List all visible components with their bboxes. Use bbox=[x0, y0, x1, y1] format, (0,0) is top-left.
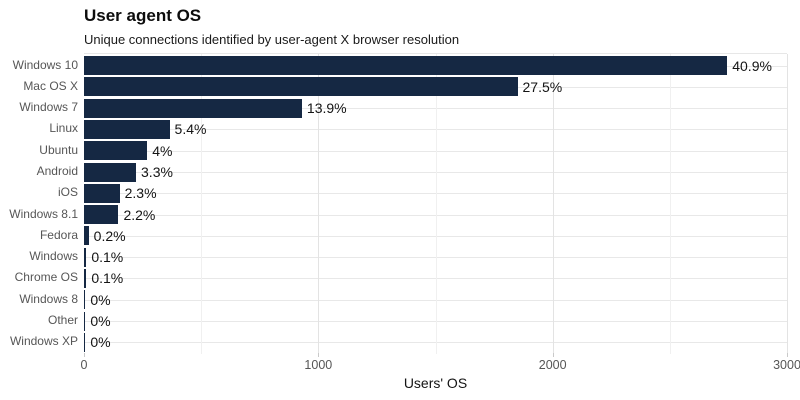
category-label: Android bbox=[36, 164, 78, 179]
category-row: Windows 7 bbox=[0, 97, 78, 118]
bar bbox=[84, 141, 148, 161]
category-label: Windows 8 bbox=[19, 291, 78, 306]
x-tick-label: 0 bbox=[80, 358, 88, 372]
category-label: iOS bbox=[57, 185, 78, 200]
value-label: 40.9% bbox=[732, 57, 772, 74]
bar bbox=[84, 268, 87, 288]
gridline-minor bbox=[669, 54, 671, 354]
value-label: 0% bbox=[90, 291, 111, 308]
category-row: Windows 8 bbox=[0, 288, 78, 309]
category-label: Ubuntu bbox=[39, 142, 78, 157]
x-tick-label: 3000 bbox=[773, 358, 800, 372]
bar bbox=[84, 56, 728, 76]
bar bbox=[84, 226, 89, 246]
category-label: Chrome OS bbox=[14, 270, 78, 285]
value-label: 2.2% bbox=[123, 206, 156, 223]
value-label: 0.1% bbox=[91, 249, 124, 266]
x-tick-mark bbox=[318, 353, 320, 357]
value-label: 0% bbox=[90, 313, 111, 330]
plot-area: 40.9% 27.5% 13.9% 5.4% 4% 3.3% 2.3% 2.2% 0.2% 0.1… bbox=[84, 53, 788, 354]
category-row: Windows 10 bbox=[0, 54, 78, 75]
value-label: 5.4% bbox=[174, 121, 207, 138]
category-row: Windows 8.1 bbox=[0, 203, 78, 224]
bar bbox=[84, 119, 170, 139]
bar bbox=[84, 183, 120, 203]
value-label: 3.3% bbox=[141, 164, 173, 181]
bar-row: 27.5% bbox=[84, 76, 787, 97]
x-tick-mark bbox=[787, 353, 788, 357]
gridline-minor bbox=[201, 54, 203, 354]
bar bbox=[84, 77, 518, 97]
x-tick-mark bbox=[552, 353, 554, 357]
chart-subtitle: Unique connections identified by user-ag… bbox=[84, 32, 460, 47]
bar bbox=[84, 290, 86, 310]
value-label: 4% bbox=[152, 142, 173, 159]
value-label: 0.1% bbox=[91, 270, 124, 287]
value-label: 13.9% bbox=[306, 100, 347, 117]
category-label: Windows bbox=[29, 249, 78, 264]
gridline-major bbox=[318, 54, 320, 354]
category-row: Fedora bbox=[0, 224, 78, 245]
y-axis-category-labels: Windows 10 Mac OS X Windows 7 Linux Ubuntu An… bbox=[0, 54, 78, 352]
category-label: Mac OS X bbox=[23, 78, 78, 93]
x-tick-label: 2000 bbox=[538, 358, 567, 372]
category-row: Android bbox=[0, 160, 78, 181]
value-label: 27.5% bbox=[522, 78, 563, 95]
gridline-minor bbox=[435, 54, 437, 354]
bar bbox=[84, 205, 119, 225]
category-row: Linux bbox=[0, 118, 78, 139]
value-label: 2.3% bbox=[124, 185, 157, 202]
category-row: Windows XP bbox=[0, 331, 78, 352]
category-row: iOS bbox=[0, 182, 78, 203]
category-row: Other bbox=[0, 309, 78, 330]
value-label: 0.2% bbox=[93, 227, 126, 244]
bar bbox=[84, 98, 302, 118]
chart-title: User agent OS bbox=[84, 6, 202, 25]
bar-row: 40.9% bbox=[84, 55, 787, 76]
x-axis-title: Users' OS bbox=[403, 375, 468, 391]
x-tick-label: 1000 bbox=[304, 358, 333, 372]
category-label: Other bbox=[47, 313, 78, 328]
category-row: Chrome OS bbox=[0, 267, 78, 288]
bar bbox=[84, 332, 86, 352]
category-label: Windows 7 bbox=[19, 100, 78, 115]
value-label: 0% bbox=[90, 334, 111, 351]
bar bbox=[84, 247, 87, 267]
bar bbox=[84, 162, 137, 182]
bar bbox=[84, 311, 86, 331]
category-row: Ubuntu bbox=[0, 139, 78, 160]
category-label: Windows XP bbox=[9, 334, 78, 349]
gridline-major bbox=[552, 54, 554, 354]
category-label: Fedora bbox=[39, 227, 78, 242]
category-label: Linux bbox=[49, 121, 78, 136]
category-row: Mac OS X bbox=[0, 75, 78, 96]
category-label: Windows 8.1 bbox=[9, 206, 78, 221]
x-tick-mark bbox=[84, 353, 85, 357]
category-row: Windows bbox=[0, 246, 78, 267]
category-label: Windows 10 bbox=[12, 57, 78, 72]
gridline-major bbox=[787, 54, 788, 354]
